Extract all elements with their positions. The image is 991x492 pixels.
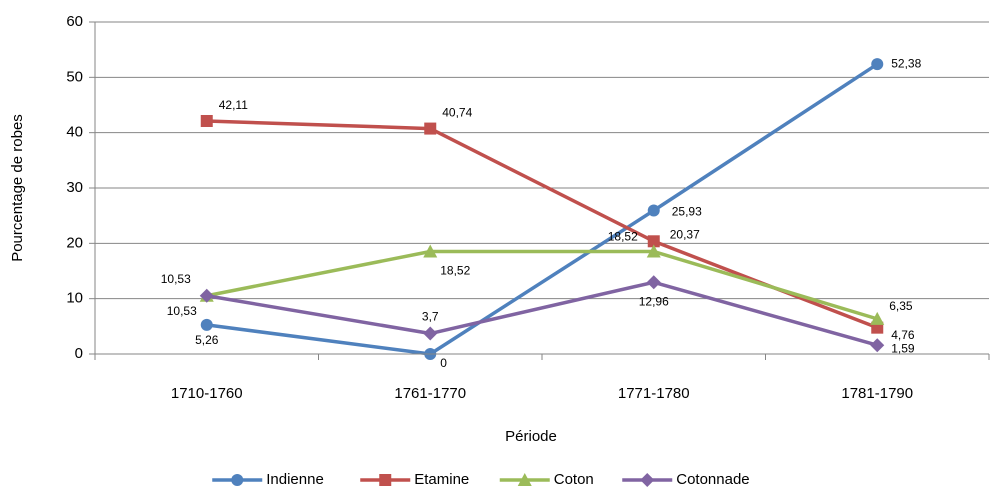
marker	[646, 244, 661, 258]
y-tick-label: 30	[66, 179, 83, 196]
value-label: 18,52	[440, 264, 470, 278]
value-label: 10,53	[161, 272, 191, 286]
x-tick-label: 1771-1780	[618, 385, 690, 402]
marker	[871, 58, 884, 71]
legend-item: Etamine	[360, 471, 469, 488]
y-tick-label: 50	[66, 68, 83, 85]
legend-item: Indienne	[212, 471, 324, 488]
series: 5,26 0 25,93 52,38	[195, 56, 922, 370]
marker	[199, 288, 214, 303]
legend-label: Etamine	[414, 471, 469, 488]
legend-label: Cotonnade	[676, 471, 749, 488]
legend-label: Indienne	[266, 471, 324, 488]
y-axis-label: Pourcentage de robes	[9, 114, 26, 262]
value-label: 3,7	[422, 310, 439, 324]
series: 10,53 3,7 12,96 1,59	[167, 275, 915, 355]
marker	[647, 204, 660, 217]
marker	[423, 326, 438, 341]
x-tick-label: 1781-1790	[841, 385, 913, 402]
value-label: 5,26	[195, 333, 219, 347]
series-line	[206, 249, 878, 321]
legend-item: Cotonnade	[622, 471, 750, 488]
marker	[200, 114, 213, 127]
y-tick-label: 40	[66, 124, 83, 141]
value-label: 6,35	[889, 299, 913, 313]
y-tick-label: 10	[66, 290, 83, 307]
x-tick-label: 1761-1770	[394, 385, 466, 402]
y-tick-label: 20	[66, 234, 83, 251]
value-label: 0	[440, 356, 447, 370]
x-axis-label: Période	[505, 428, 557, 445]
marker	[646, 275, 661, 290]
marker	[231, 474, 244, 486]
value-label: 4,76	[891, 328, 915, 342]
value-label: 40,74	[442, 106, 472, 120]
series-line	[206, 119, 878, 330]
y-tick-label: 60	[66, 13, 83, 30]
marker	[640, 473, 655, 487]
marker	[424, 122, 437, 135]
value-label: 1,59	[891, 341, 915, 355]
value-label: 42,11	[219, 98, 248, 112]
value-label: 12,96	[639, 294, 669, 308]
value-label: 18,52	[608, 230, 638, 244]
marker	[870, 338, 885, 353]
value-label: 10,53	[167, 304, 197, 318]
legend-label: Coton	[554, 471, 594, 488]
value-label: 52,38	[891, 56, 921, 70]
marker	[517, 473, 532, 486]
series-line	[206, 280, 878, 347]
marker	[423, 244, 438, 258]
series: 10,53 18,52 18,52 6,35	[161, 230, 913, 325]
marker	[200, 318, 213, 331]
x-tick-label: 1710-1760	[171, 385, 243, 402]
y-tick-label: 0	[75, 345, 83, 362]
marker	[647, 235, 660, 248]
legend-item: Coton	[499, 471, 594, 488]
value-label: 20,37	[670, 227, 700, 241]
marker	[870, 311, 885, 325]
series-line	[206, 62, 879, 356]
value-label: 25,93	[672, 205, 702, 219]
marker	[379, 474, 392, 486]
